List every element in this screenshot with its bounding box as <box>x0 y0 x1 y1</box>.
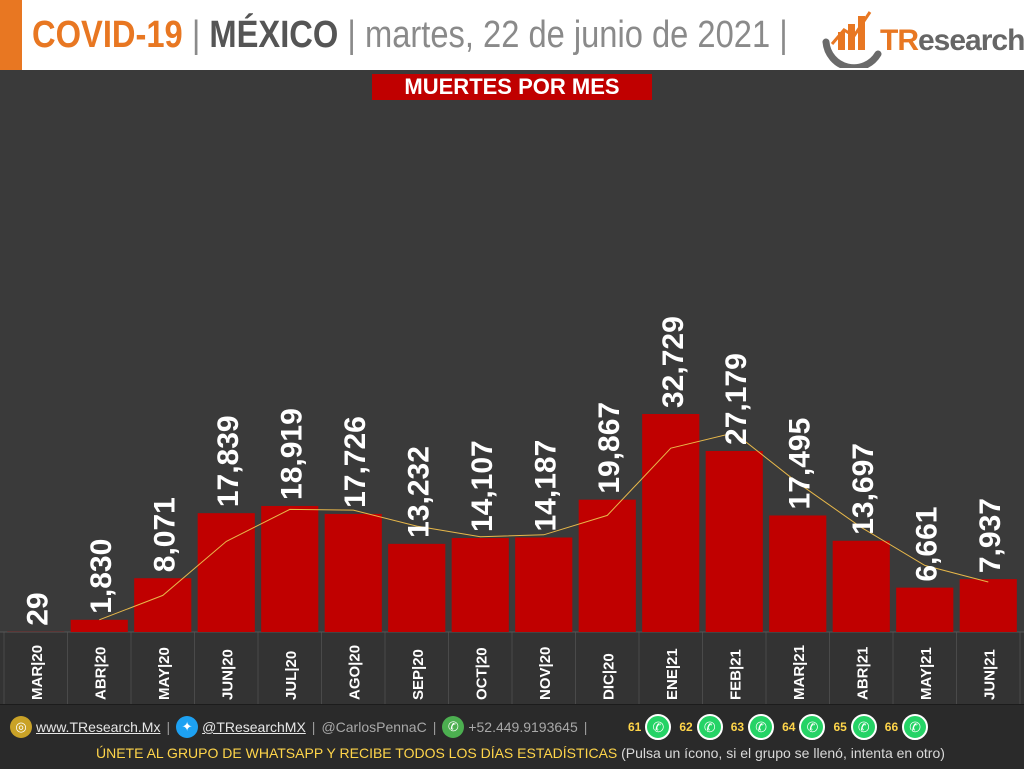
category-label: JUN|20 <box>219 649 236 700</box>
bar <box>642 414 699 632</box>
category-label: MAY|20 <box>156 647 173 700</box>
footer: ◎ www.TResearch.Mx | ✦ @TResearchMX | @C… <box>0 704 1024 769</box>
footer-separator: | <box>312 719 316 735</box>
category-label: JUN|21 <box>981 649 998 700</box>
whatsapp-group-64[interactable]: 64 ✆ <box>782 714 825 740</box>
bar <box>71 620 128 632</box>
whatsapp-group-number: 62 <box>679 720 692 734</box>
bar <box>325 514 382 632</box>
data-label: 13,232 <box>403 446 436 538</box>
website-link[interactable]: www.TResearch.Mx <box>36 719 160 735</box>
phone-number: +52.449.9193645 <box>468 719 577 735</box>
category-label: FEB|21 <box>727 649 744 700</box>
category-label: ABR|21 <box>854 647 871 700</box>
bar <box>896 588 953 632</box>
data-label: 6,661 <box>911 507 944 582</box>
data-label: 14,107 <box>466 440 499 532</box>
data-label: 17,839 <box>212 415 245 507</box>
category-label: NOV|20 <box>537 647 554 700</box>
whatsapp-group-number: 63 <box>731 720 744 734</box>
category-label: DIC|20 <box>600 653 617 700</box>
category-label: AGO|20 <box>346 645 363 700</box>
category-label: MAR|20 <box>29 645 46 700</box>
data-label: 17,495 <box>784 418 817 510</box>
data-label: 27,179 <box>720 353 753 445</box>
bar <box>769 515 826 632</box>
category-label: SEP|20 <box>410 649 427 700</box>
whatsapp-group-number: 66 <box>885 720 898 734</box>
whatsapp-groups: 61 ✆ 62 ✆ 63 ✆ 64 ✆ 65 ✆ 66 ✆ <box>628 714 930 740</box>
whatsapp-cta: ÚNETE AL GRUPO DE WHATSAPP Y RECIBE TODO… <box>96 745 617 761</box>
data-label: 18,919 <box>276 408 309 500</box>
footer-cta-row: ÚNETE AL GRUPO DE WHATSAPP Y RECIBE TODO… <box>96 745 945 761</box>
category-label: ENE|21 <box>664 648 681 700</box>
whatsapp-icon[interactable]: ✆ <box>748 714 774 740</box>
bar <box>706 451 763 632</box>
twitter-icon[interactable]: ✦ <box>176 716 198 738</box>
data-label: 17,726 <box>339 416 372 508</box>
globe-icon[interactable]: ◎ <box>10 716 32 738</box>
data-label: 1,830 <box>85 539 118 614</box>
bar <box>261 506 318 632</box>
whatsapp-group-62[interactable]: 62 ✆ <box>679 714 722 740</box>
whatsapp-group-63[interactable]: 63 ✆ <box>731 714 774 740</box>
whatsapp-group-66[interactable]: 66 ✆ <box>885 714 928 740</box>
whatsapp-icon[interactable]: ✆ <box>851 714 877 740</box>
footer-separator: | <box>584 719 588 735</box>
data-label: 8,071 <box>149 497 182 572</box>
whatsapp-icon[interactable]: ✆ <box>697 714 723 740</box>
bar <box>452 538 509 632</box>
author-handle: @CarlosPennaC <box>321 719 426 735</box>
category-label: MAR|21 <box>791 645 808 700</box>
footer-contact-row: ◎ www.TResearch.Mx | ✦ @TResearchMX | @C… <box>10 715 593 739</box>
bar <box>960 579 1017 632</box>
data-label: 29 <box>22 592 55 625</box>
bar <box>388 544 445 632</box>
category-label: ABR|20 <box>92 647 109 700</box>
whatsapp-icon[interactable]: ✆ <box>645 714 671 740</box>
category-label: MAY|21 <box>918 647 935 700</box>
data-label: 32,729 <box>657 316 690 408</box>
bar <box>515 538 572 632</box>
whatsapp-icon[interactable]: ✆ <box>799 714 825 740</box>
footer-separator: | <box>433 719 437 735</box>
data-label: 7,937 <box>974 498 1007 573</box>
data-label: 14,187 <box>530 440 563 532</box>
deaths-bar-chart: 29 1,830 8,071 17,839 18,919 17,726 13,232 14,1… <box>0 0 1024 704</box>
whatsapp-group-61[interactable]: 61 ✆ <box>628 714 671 740</box>
bar <box>833 541 890 632</box>
bar <box>134 578 191 632</box>
footer-separator: | <box>166 719 170 735</box>
whatsapp-icon[interactable]: ✆ <box>902 714 928 740</box>
whatsapp-group-number: 61 <box>628 720 641 734</box>
twitter-link[interactable]: @TResearchMX <box>202 719 306 735</box>
phone-icon[interactable]: ✆ <box>442 716 464 738</box>
whatsapp-group-65[interactable]: 65 ✆ <box>833 714 876 740</box>
category-label: JUL|20 <box>283 651 300 700</box>
category-label: OCT|20 <box>473 647 490 700</box>
whatsapp-group-number: 64 <box>782 720 795 734</box>
whatsapp-note: (Pulsa un ícono, si el grupo se llenó, i… <box>621 745 945 761</box>
data-label: 19,867 <box>593 402 626 494</box>
bar <box>579 500 636 632</box>
whatsapp-group-number: 65 <box>833 720 846 734</box>
data-label: 13,697 <box>847 443 880 535</box>
